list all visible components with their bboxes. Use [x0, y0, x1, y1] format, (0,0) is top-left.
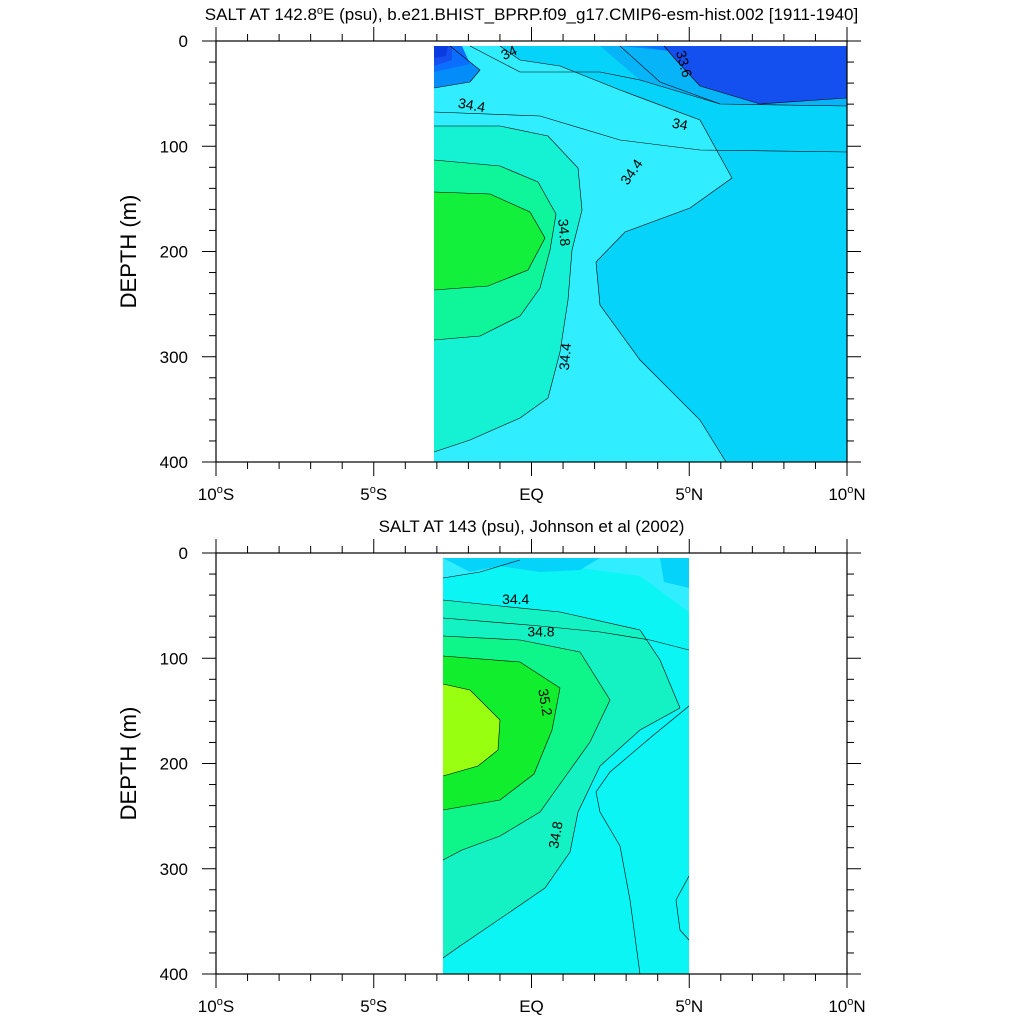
contour-label: 34.4 [556, 342, 574, 371]
contour-line [619, 45, 721, 105]
y-axis-title: DEPTH (m) [116, 195, 141, 309]
salinity-fill [600, 770, 689, 974]
x-tick-labels: 10oS 5oS EQ 5oN 10oN [198, 484, 866, 504]
x-tick-label: 5oS [360, 484, 387, 504]
x-tick-label: EQ [519, 485, 544, 504]
contour-line [469, 45, 848, 107]
y-axis-title: DEPTH (m) [116, 707, 141, 821]
contour-lines [442, 559, 690, 975]
axis-ticks [202, 539, 861, 988]
contour-fills [443, 558, 689, 974]
contour-line [433, 111, 848, 153]
y-tick-labels: 0 100 200 300 400 [160, 544, 188, 984]
contour-line [442, 683, 501, 777]
salinity-fill [664, 46, 847, 104]
x-tick-label: 5oN [675, 996, 703, 1016]
contour-line [442, 655, 561, 811]
x-tick-label: 10oN [828, 484, 865, 504]
y-tick-label: 200 [160, 755, 188, 774]
contour-fills [434, 46, 847, 462]
x-tick-label: EQ [519, 997, 544, 1016]
x-tick-label: 10oS [198, 996, 234, 1016]
y-tick-label: 300 [160, 860, 188, 879]
salinity-fill [434, 192, 545, 290]
contour-label: 33.6 [673, 49, 696, 80]
contour-label: 34.4 [457, 95, 487, 116]
x-tick-label: 10oS [198, 484, 234, 504]
contour-line [433, 125, 583, 453]
salinity-fill [443, 558, 600, 572]
contour-label: 34 [498, 42, 519, 63]
contour-line [499, 45, 733, 463]
contour-line [442, 559, 521, 579]
contour-label: 34.8 [527, 624, 554, 640]
y-tick-label: 0 [179, 32, 188, 51]
chart-panel-observations: 34.4 34.8 35.2 34.8 0 100 200 300 400 10oS 5oS EQ… [116, 517, 866, 1016]
y-tick-label: 0 [179, 544, 188, 563]
y-tick-label: 200 [160, 243, 188, 262]
y-tick-labels: 0 100 200 300 400 [160, 32, 188, 472]
contour-label: 35.2 [535, 687, 556, 717]
y-tick-label: 400 [160, 965, 188, 984]
y-tick-label: 300 [160, 348, 188, 367]
chart-title: SALT AT 143 (psu), Johnson et al (2002) [379, 517, 685, 536]
contour-lines [433, 45, 848, 463]
contour-line [433, 159, 557, 341]
contour-labels: 34.4 34.8 35.2 34.8 [502, 591, 566, 850]
x-tick-label: 5oS [360, 996, 387, 1016]
y-tick-label: 100 [160, 137, 188, 156]
contour-label: 34.8 [545, 820, 566, 850]
chart-title: SALT AT 142.8oE (psu), b.e21.BHIST_BPRP.… [205, 5, 858, 24]
contour-label: 34.8 [555, 218, 573, 247]
contour-label: 34.4 [502, 591, 529, 607]
contour-line [442, 707, 681, 959]
y-tick-label: 400 [160, 453, 188, 472]
contour-line [442, 617, 690, 651]
salinity-fill [660, 558, 689, 588]
x-tick-labels: 10oS 5oS EQ 5oN 10oN [198, 996, 866, 1016]
y-tick-label: 100 [160, 649, 188, 668]
contour-line [675, 875, 690, 941]
x-tick-label: 5oN [675, 484, 703, 504]
salinity-fill [443, 684, 500, 776]
contour-line [442, 599, 681, 709]
contour-line [433, 45, 481, 89]
contour-line [595, 705, 690, 975]
contour-line [442, 635, 611, 861]
axis-ticks [202, 27, 861, 476]
salinity-fill [434, 46, 448, 58]
contour-label: 34 [671, 114, 690, 133]
contour-line [663, 45, 848, 105]
contour-line [433, 191, 546, 291]
x-tick-label: 10oN [828, 996, 865, 1016]
